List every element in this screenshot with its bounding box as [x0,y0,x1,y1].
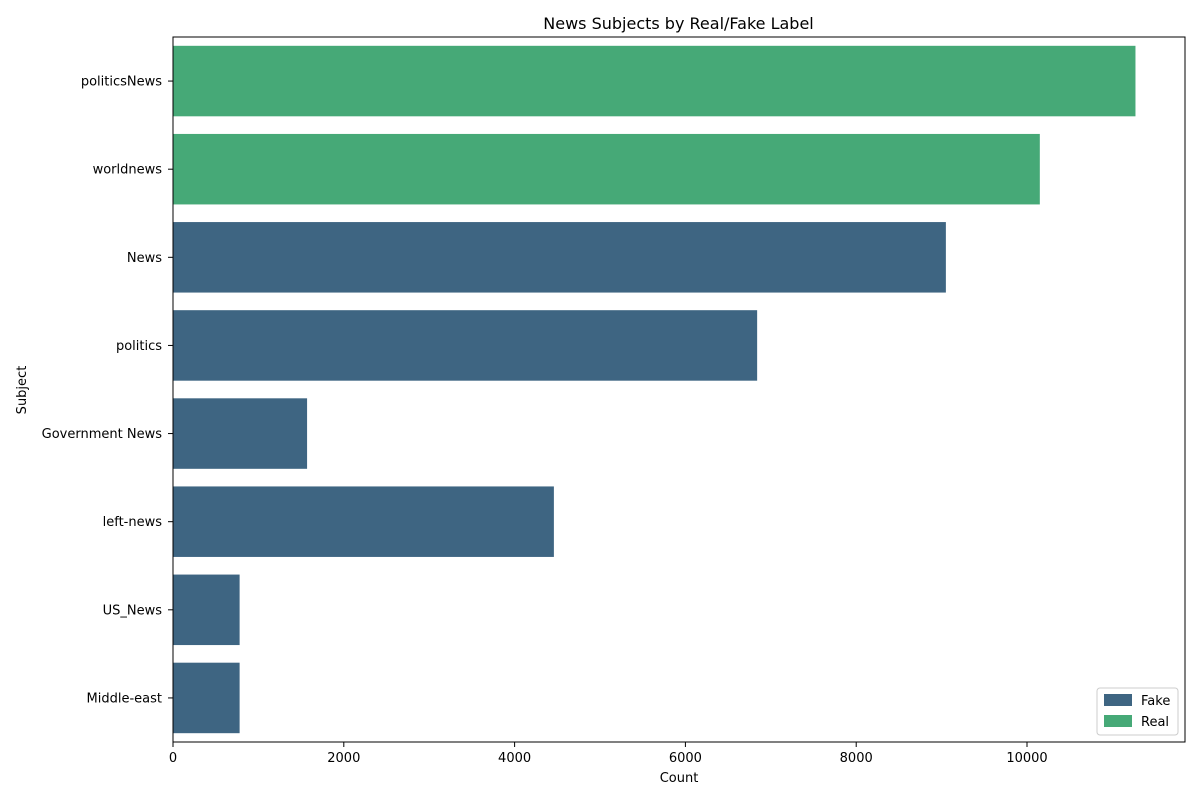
bar-fake-middle-east [173,662,240,734]
legend-label-fake: Fake [1141,694,1170,709]
x-tick-label: 4000 [498,751,531,766]
bar-fake-news [173,222,946,293]
y-axis-label: Subject [15,366,30,415]
y-tick-label: Middle-east [87,691,162,706]
bar-real-politicsnews [173,45,1136,117]
bars [173,45,1136,734]
bar-real-worldnews [173,133,1040,205]
plot-frame [172,36,1186,743]
bar-fake-left-news [173,486,554,557]
y-axis-ticks: politicsNews worldnews News politics Governm… [42,75,173,706]
y-tick-label: worldnews [93,163,163,178]
x-tick-label: 8000 [840,751,873,766]
x-axis-label: Count [660,771,699,786]
y-tick-label: US_News [103,603,163,618]
legend: Fake Real [1096,687,1179,736]
legend-label-real: Real [1141,715,1169,730]
x-tick-label: 2000 [327,751,360,766]
bar-fake-government-news [173,398,308,469]
bar-fake-us-news [173,574,240,646]
x-tick-label: 0 [169,751,177,766]
legend-swatch-fake [1104,694,1132,706]
y-tick-label: politics [116,339,162,354]
y-tick-label: News [127,251,162,266]
x-tick-label: 6000 [669,751,702,766]
y-tick-label: Government News [42,427,163,442]
chart-title: News Subjects by Real/Fake Label [543,14,813,33]
x-axis-ticks: 0 2000 4000 6000 8000 10000 [169,742,1048,766]
legend-swatch-real [1104,715,1132,727]
y-tick-label: politicsNews [81,75,162,90]
bar-fake-politics [173,310,758,381]
x-tick-label: 10000 [1006,751,1047,766]
y-tick-label: left-news [103,515,163,530]
